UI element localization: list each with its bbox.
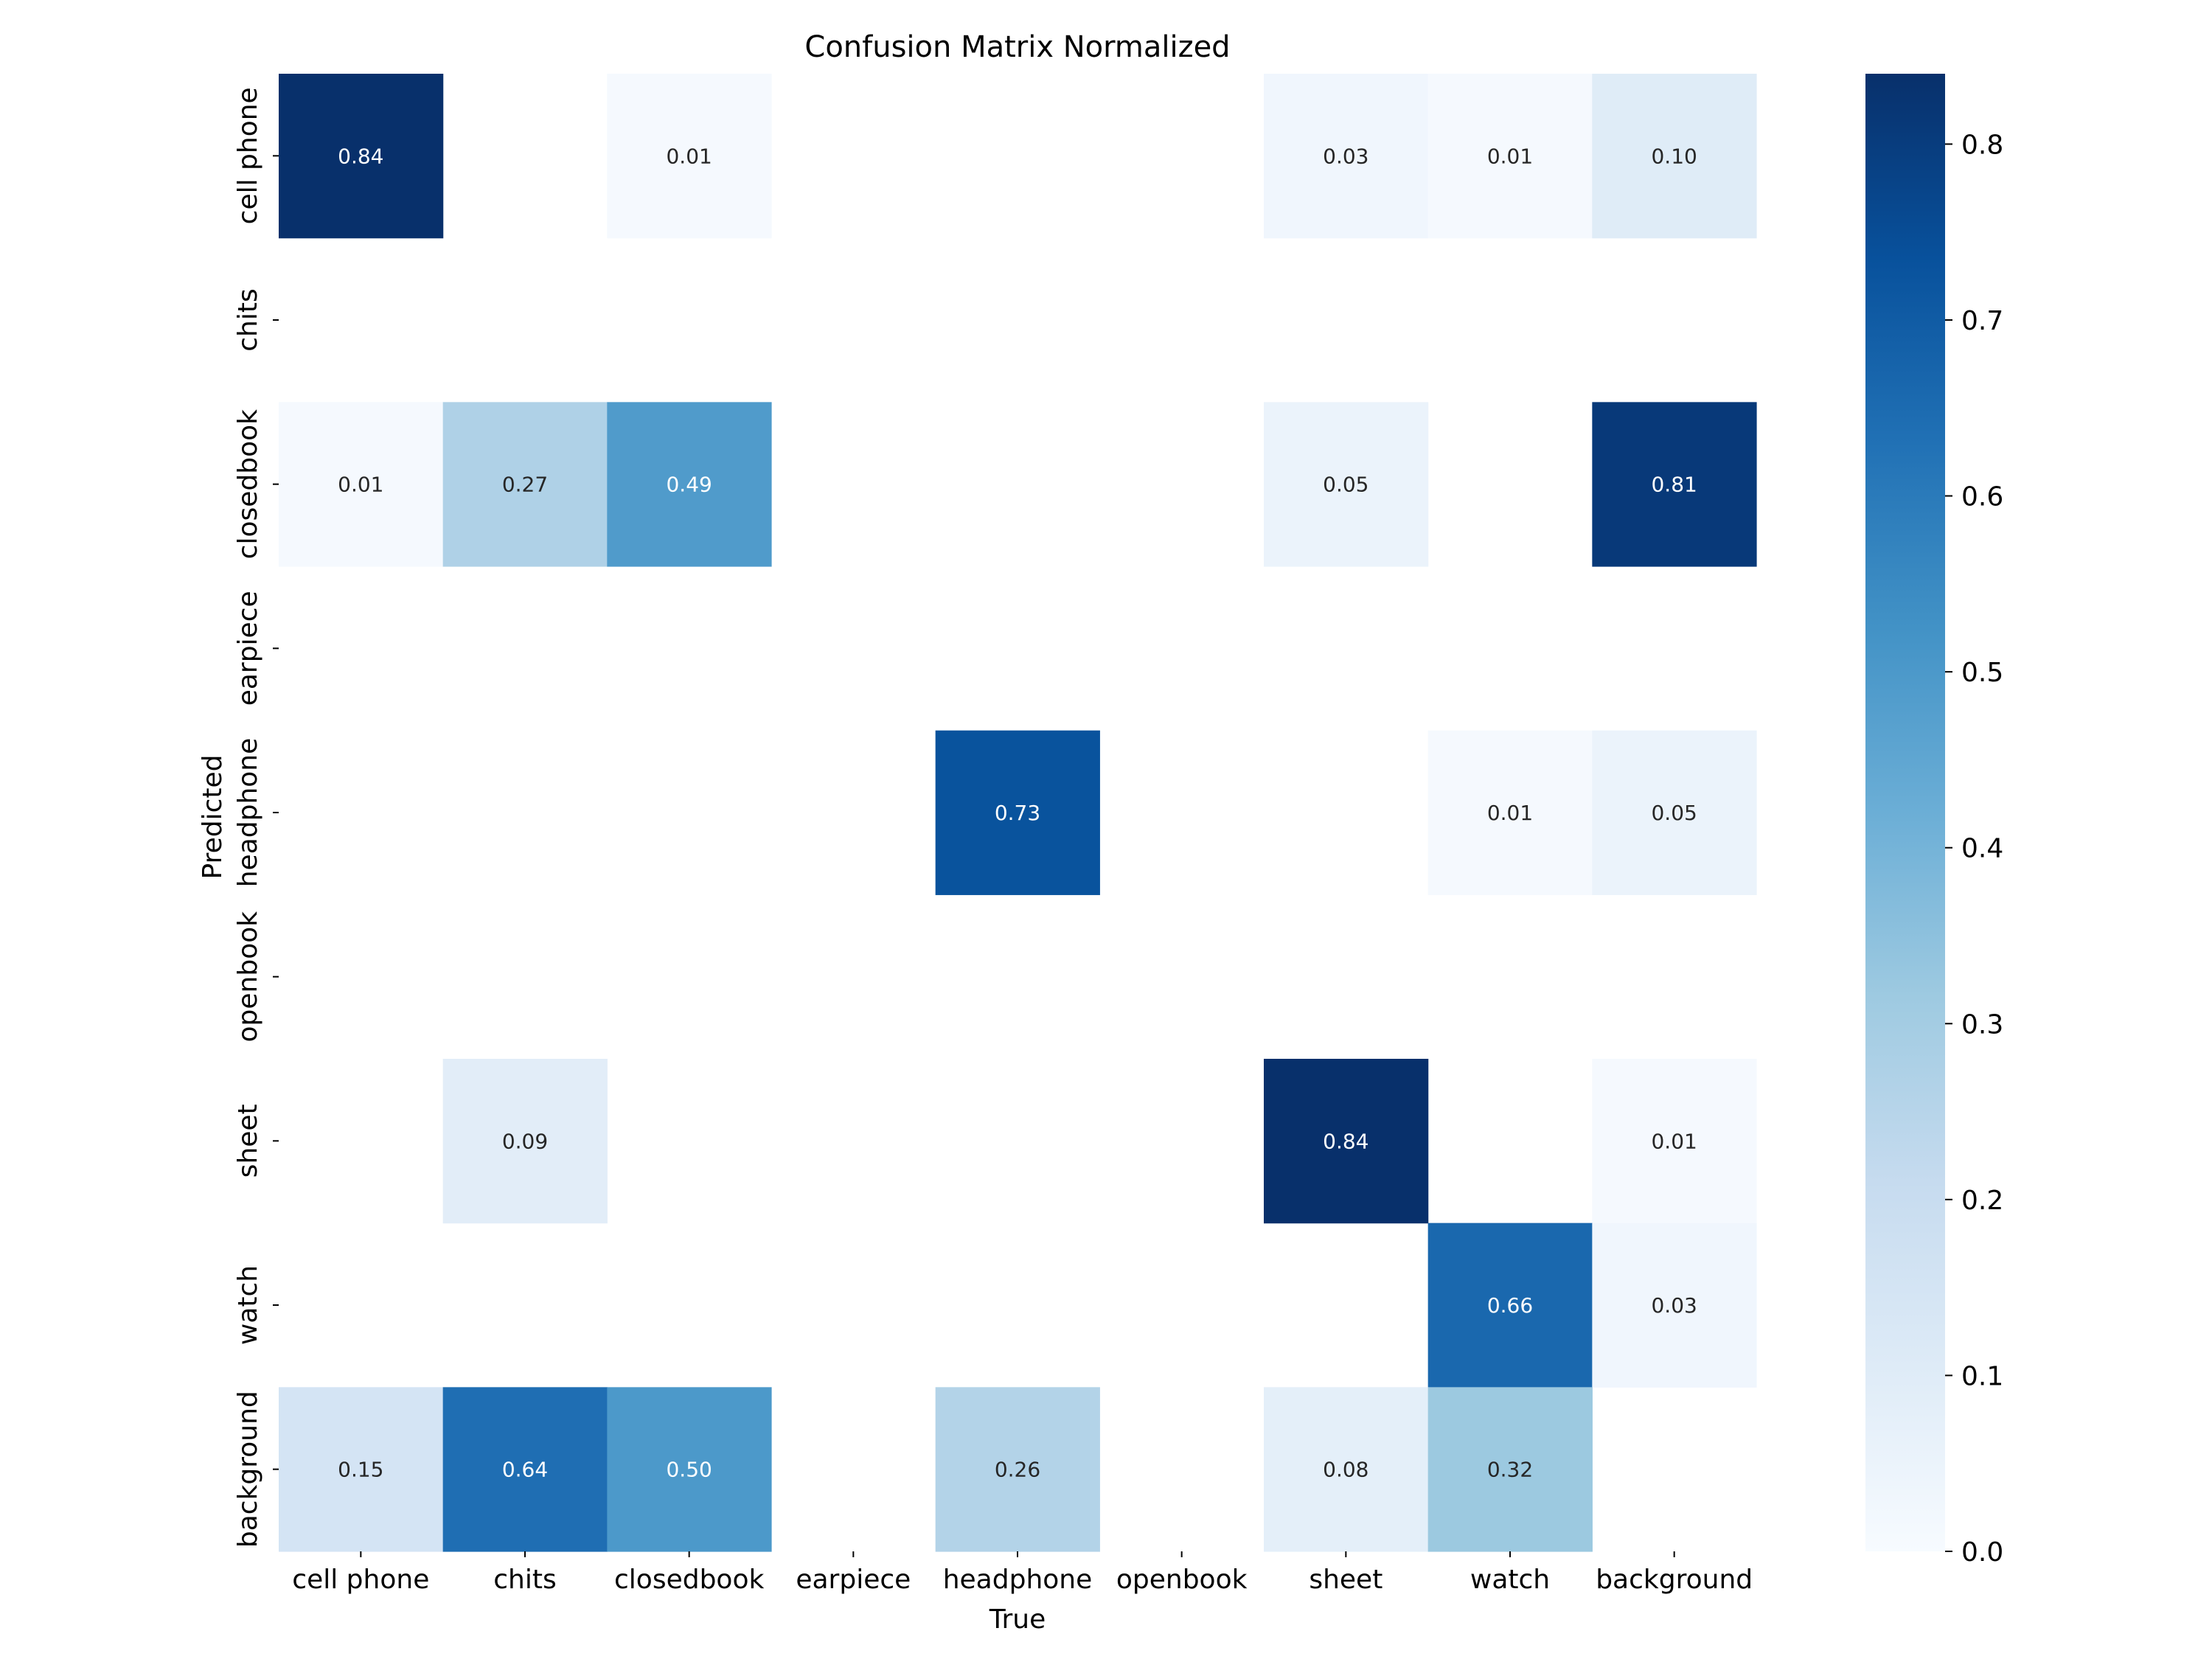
- cell-value-label: 0.03: [1651, 1293, 1697, 1318]
- heatmap-cell: [279, 1387, 444, 1552]
- y-tick-label: background: [233, 1391, 263, 1548]
- heatmap-cell: [1427, 1387, 1593, 1552]
- cell-value-label: 0.50: [666, 1458, 712, 1482]
- x-axis-label: True: [989, 1604, 1046, 1635]
- y-tick-label: openbook: [233, 911, 263, 1043]
- cell-value-label: 0.03: [1323, 144, 1368, 168]
- y-tick-label: headphone: [233, 738, 263, 888]
- y-tick-label: closedbook: [233, 409, 263, 559]
- heatmap-cell: [1592, 1222, 1757, 1388]
- x-tick-label: background: [1596, 1565, 1753, 1595]
- y-tick-label: watch: [233, 1265, 263, 1345]
- heatmap-cell: [1264, 1387, 1429, 1552]
- heatmap-cell: [1427, 1222, 1593, 1388]
- cell-value-label: 0.81: [1651, 473, 1697, 497]
- cell-value-label: 0.01: [1487, 801, 1533, 825]
- heatmap-cell: [1592, 402, 1757, 567]
- heatmap-cells: [279, 74, 1757, 1552]
- x-tick-label: watch: [1470, 1565, 1550, 1595]
- colorbar: [1865, 74, 1945, 1551]
- y-axis-ticks: cell phone chits closedbook earpiece headpho…: [233, 87, 279, 1548]
- colorbar-tick-label: 0.7: [1961, 306, 2003, 336]
- y-tick-label: chits: [233, 288, 263, 351]
- colorbar-tick-label: 0.4: [1961, 834, 2003, 864]
- x-tick-label: openbook: [1116, 1565, 1248, 1595]
- colorbar-ticks: 0.0 0.1 0.2 0.3 0.4 0.5 0.6 0.7 0.8: [1945, 130, 2003, 1568]
- heatmap-cell: [607, 74, 772, 239]
- y-tick-label: earpiece: [233, 591, 263, 706]
- x-axis-ticks: cell phone chits closedbook earpiece headpho…: [292, 1551, 1753, 1595]
- heatmap-cell: [935, 730, 1100, 895]
- heatmap-cell: [279, 74, 444, 239]
- x-tick-label: headphone: [943, 1565, 1093, 1595]
- cell-value-label: 0.08: [1323, 1458, 1368, 1482]
- cell-value-label: 0.26: [995, 1458, 1040, 1482]
- colorbar-tick-label: 0.0: [1961, 1537, 2003, 1568]
- y-tick-label: cell phone: [233, 87, 263, 224]
- colorbar-tick-label: 0.1: [1961, 1361, 2003, 1391]
- cell-value-label: 0.01: [338, 473, 383, 497]
- heatmap-cell: [1264, 74, 1429, 239]
- x-tick-label: closedbook: [614, 1565, 764, 1595]
- x-tick-label: sheet: [1309, 1565, 1382, 1595]
- heatmap-cell: [442, 1387, 608, 1552]
- heatmap-cell: [607, 402, 772, 567]
- heatmap-cell-labels: 0.84 0.01 0.03 0.01 0.10 0.01 0.27 0.49 0.05 0.81…: [338, 144, 1697, 1481]
- heatmap-cell: [1264, 402, 1429, 567]
- cell-value-label: 0.05: [1651, 801, 1697, 825]
- x-tick-label: earpiece: [796, 1565, 911, 1595]
- cell-value-label: 0.84: [1323, 1129, 1368, 1153]
- heatmap-cell: [1427, 74, 1593, 239]
- cell-value-label: 0.10: [1651, 144, 1697, 168]
- cell-value-label: 0.01: [1487, 144, 1533, 168]
- heatmap-cell: [1592, 730, 1757, 895]
- heatmap-cell: [442, 1059, 608, 1224]
- cell-value-label: 0.49: [666, 473, 712, 497]
- cell-value-label: 0.09: [502, 1129, 548, 1153]
- colorbar-tick-label: 0.6: [1961, 482, 2003, 512]
- heatmap-cell: [1264, 1059, 1429, 1224]
- cell-value-label: 0.05: [1323, 473, 1368, 497]
- heatmap-cell: [279, 402, 444, 567]
- cell-value-label: 0.01: [666, 144, 712, 168]
- colorbar-tick-label: 0.5: [1961, 658, 2003, 688]
- x-tick-label: cell phone: [292, 1565, 429, 1595]
- heatmap-cell: [935, 1387, 1100, 1552]
- heatmap-cell: [442, 402, 608, 567]
- y-tick-label: sheet: [233, 1104, 263, 1178]
- colorbar-tick-label: 0.2: [1961, 1186, 2003, 1216]
- chart-title: Confusion Matrix Normalized: [804, 30, 1230, 64]
- colorbar-tick-label: 0.8: [1961, 130, 2003, 160]
- cell-value-label: 0.32: [1487, 1458, 1533, 1482]
- heatmap-cell: [607, 1387, 772, 1552]
- cell-value-label: 0.01: [1651, 1129, 1697, 1153]
- cell-value-label: 0.27: [502, 473, 548, 497]
- x-tick-label: chits: [493, 1565, 556, 1595]
- cell-value-label: 0.66: [1487, 1293, 1533, 1318]
- heatmap-cell: [1427, 730, 1593, 895]
- y-axis-label: Predicted: [198, 755, 228, 880]
- heatmap-cell: [1592, 1059, 1757, 1224]
- heatmap-cell: [1592, 74, 1757, 239]
- cell-value-label: 0.73: [995, 801, 1040, 825]
- colorbar-tick-label: 0.3: [1961, 1009, 2003, 1040]
- cell-value-label: 0.15: [338, 1458, 383, 1482]
- cell-value-label: 0.64: [502, 1458, 548, 1482]
- cell-value-label: 0.84: [338, 144, 383, 168]
